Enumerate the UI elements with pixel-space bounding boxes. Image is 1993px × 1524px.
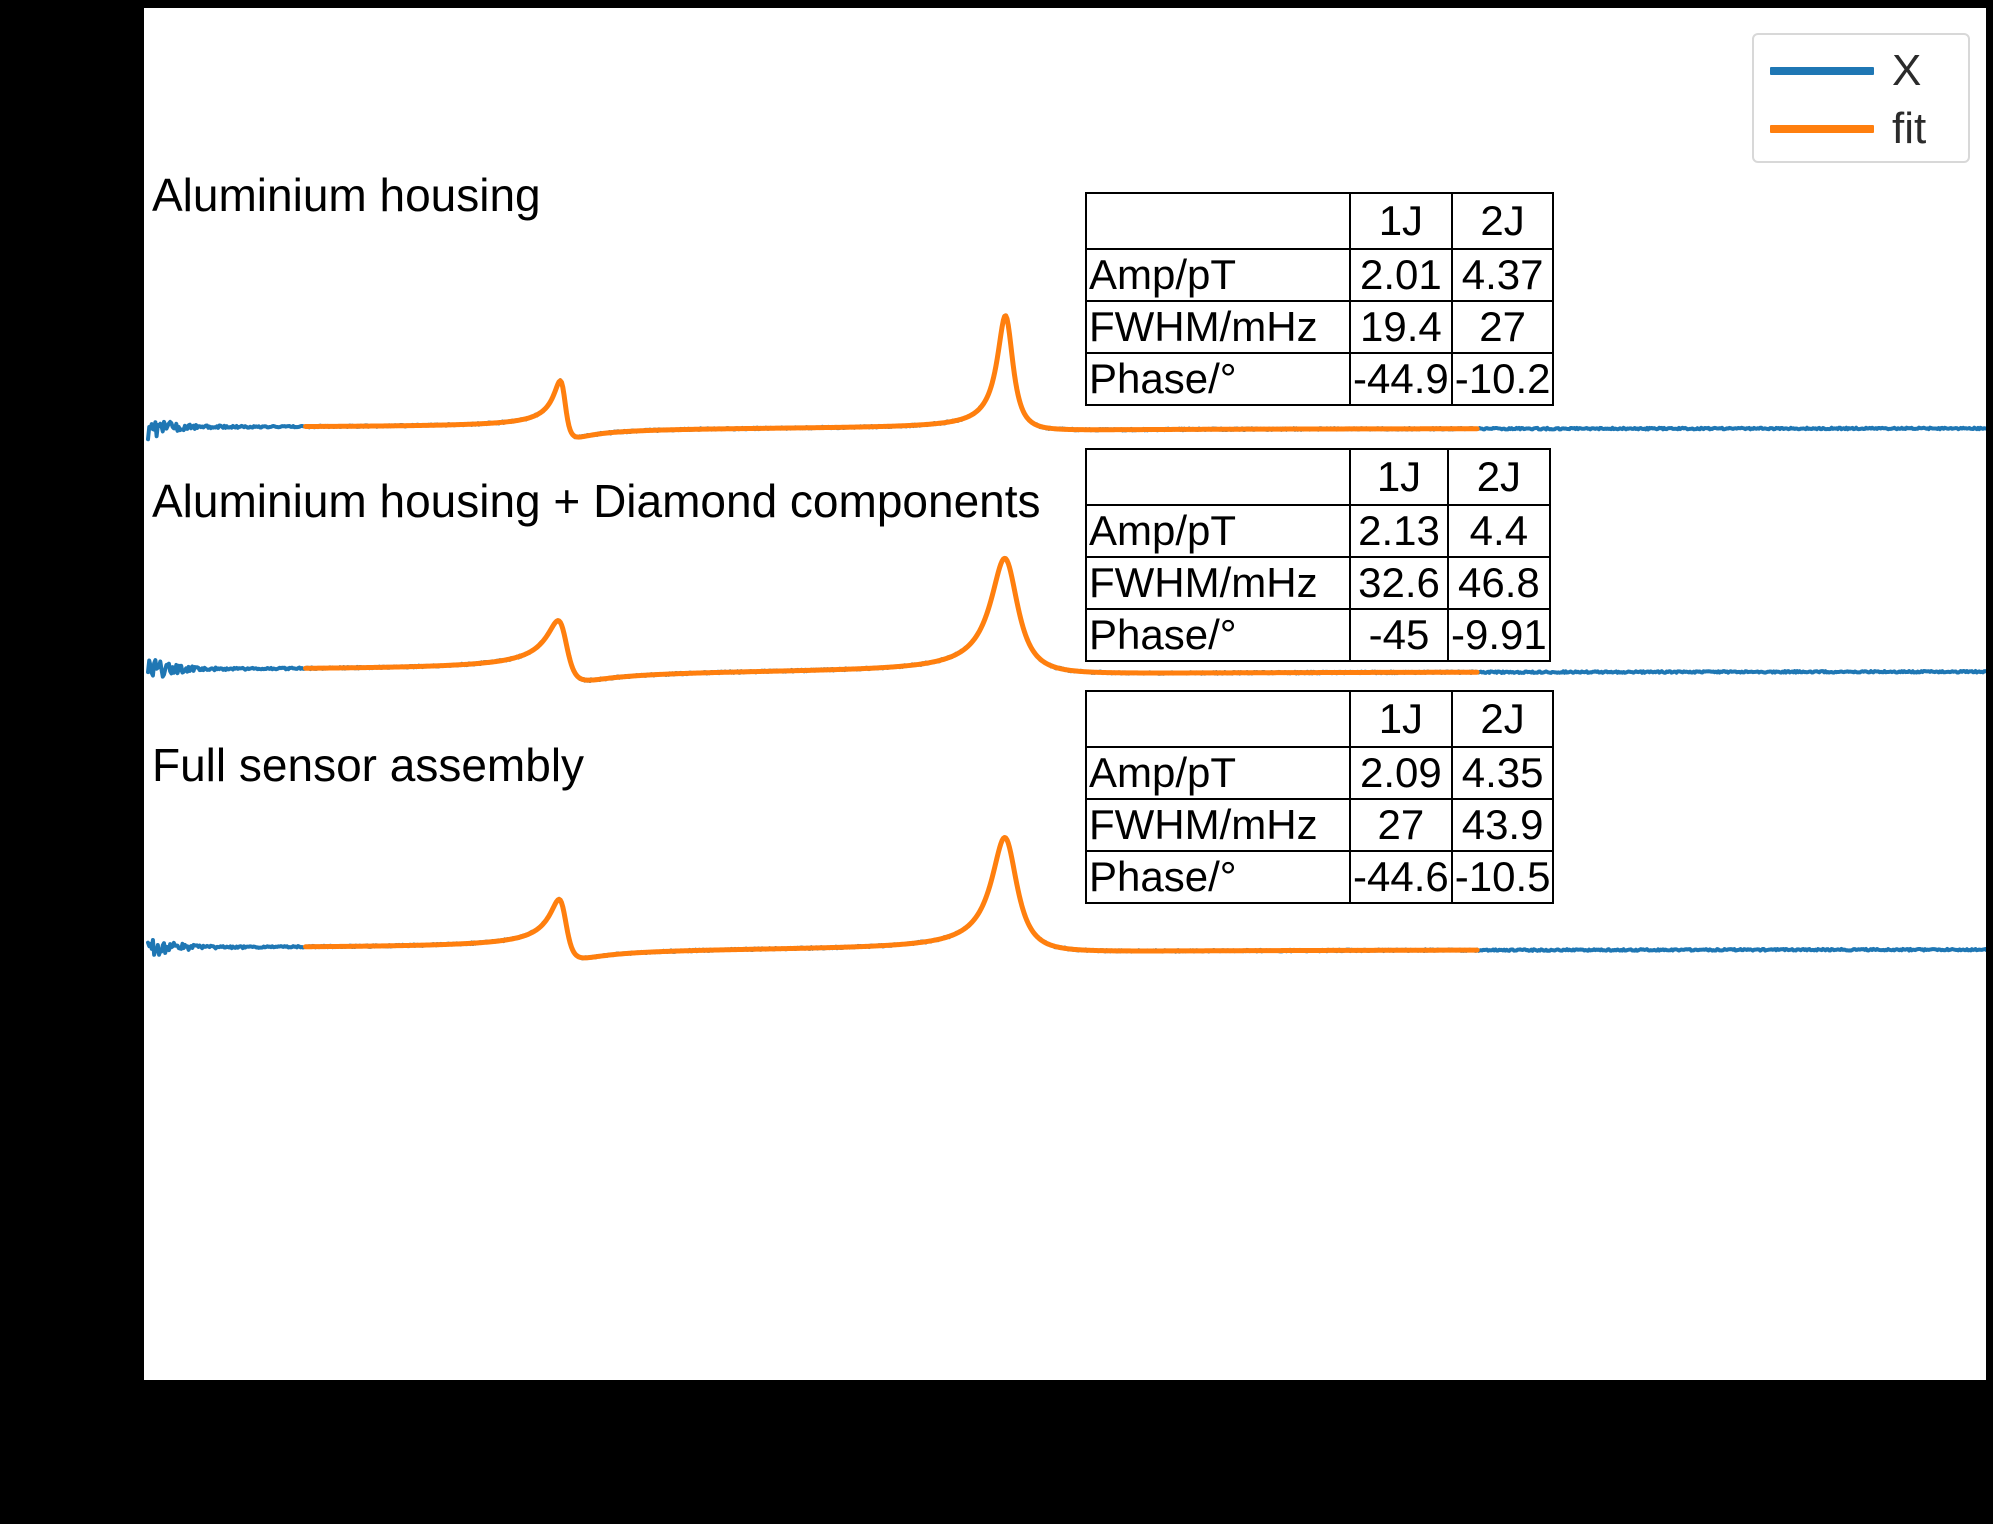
table-corner-cell [1085,690,1351,748]
row-label-amp: Amp/pT [1085,504,1351,558]
cell-phase-1j: -44.9 [1349,352,1453,406]
table-header-row: 1J 2J [1085,690,1555,748]
y-axis-tick [124,941,144,945]
cell-amp-1j: 2.09 [1349,746,1453,800]
legend-item-x: X [1754,45,1968,97]
table-row: FWHM/mHz 27 43.9 [1085,798,1555,852]
table-row: Phase/° -44.6 -10.5 [1085,850,1555,904]
cell-fwhm-2j: 46.8 [1447,556,1551,610]
panel-label-aluminium-diamond: Aluminium housing + Diamond components [152,475,1041,527]
table-header-row: 1J 2J [1085,192,1555,250]
y-axis-tick [124,118,144,122]
legend-item-fit: fit [1754,103,1968,155]
legend-label-fit: fit [1892,104,1927,153]
x-axis-tick [975,1384,979,1428]
panel-label-full-sensor-assembly: Full sensor assembly [152,739,585,791]
y-axis-tick [124,1078,144,1082]
cell-fwhm-2j: 43.9 [1450,798,1555,852]
row-label-phase: Phase/° [1085,608,1351,662]
table-corner-cell [1085,448,1351,506]
legend-swatch-x-icon [1770,67,1874,75]
table-row: Amp/pT 2.09 4.35 [1085,746,1555,800]
stats-table-aluminium-housing: 1J 2J Amp/pT 2.01 4.37 FWHM/mHz 19.4 27 … [1085,192,1555,406]
x-axis-tick [478,1384,482,1428]
x-axis-tick [722,1384,726,1428]
row-label-amp: Amp/pT [1085,746,1351,800]
cell-amp-2j: 4.37 [1450,248,1555,302]
row-label-fwhm: FWHM/mHz [1085,556,1351,610]
cell-amp-1j: 2.01 [1349,248,1453,302]
cell-phase-1j: -45 [1349,608,1449,662]
stats-table-aluminium-diamond: 1J 2J Amp/pT 2.13 4.4 FWHM/mHz 32.6 46.8… [1085,448,1551,662]
y-axis-tick [124,255,144,259]
x-axis-tick [1213,1384,1217,1428]
x-axis-tick [1452,1384,1456,1428]
cell-amp-1j: 2.13 [1349,504,1449,558]
row-label-amp: Amp/pT [1085,248,1351,302]
table-header-2j: 2J [1450,690,1555,748]
cell-fwhm-2j: 27 [1450,300,1555,354]
legend: X fit [1752,33,1970,163]
panel-label-aluminium-housing: Aluminium housing [152,169,541,221]
table-header-row: 1J 2J [1085,448,1551,506]
row-label-phase: Phase/° [1085,352,1351,406]
table-header-1j: 1J [1349,690,1453,748]
cell-fwhm-1j: 19.4 [1349,300,1453,354]
plot-area [140,4,1990,1384]
legend-label-x: X [1892,46,1922,95]
table-row: Phase/° -44.9 -10.2 [1085,352,1555,406]
row-label-fwhm: FWHM/mHz [1085,300,1351,354]
y-axis-tick [124,390,144,394]
row-label-phase: Phase/° [1085,850,1351,904]
table-row: FWHM/mHz 32.6 46.8 [1085,556,1551,610]
table-header-2j: 2J [1447,448,1551,506]
table-header-2j: 2J [1450,192,1555,250]
cell-fwhm-1j: 27 [1349,798,1453,852]
cell-amp-2j: 4.4 [1447,504,1551,558]
table-row: Phase/° -45 -9.91 [1085,608,1551,662]
stats-table-full-sensor-assembly: 1J 2J Amp/pT 2.09 4.35 FWHM/mHz 27 43.9 … [1085,690,1555,904]
axes-right-spine [1986,4,1990,1384]
table-corner-cell [1085,192,1351,250]
y-axis-tick [124,527,144,531]
table-row: Amp/pT 2.01 4.37 [1085,248,1555,302]
legend-swatch-fit-icon [1770,125,1874,133]
table-header-1j: 1J [1349,448,1449,506]
cell-phase-2j: -10.5 [1450,850,1555,904]
cell-phase-2j: -10.2 [1450,352,1555,406]
table-row: FWHM/mHz 19.4 27 [1085,300,1555,354]
table-header-1j: 1J [1349,192,1453,250]
row-label-fwhm: FWHM/mHz [1085,798,1351,852]
y-axis-tick [124,663,144,667]
cell-fwhm-1j: 32.6 [1349,556,1449,610]
cell-phase-1j: -44.6 [1349,850,1453,904]
cell-amp-2j: 4.35 [1450,746,1555,800]
spectrum-traces [146,313,1990,961]
y-axis-tick [124,800,144,804]
table-row: Amp/pT 2.13 4.4 [1085,504,1551,558]
cell-phase-2j: -9.91 [1447,608,1551,662]
